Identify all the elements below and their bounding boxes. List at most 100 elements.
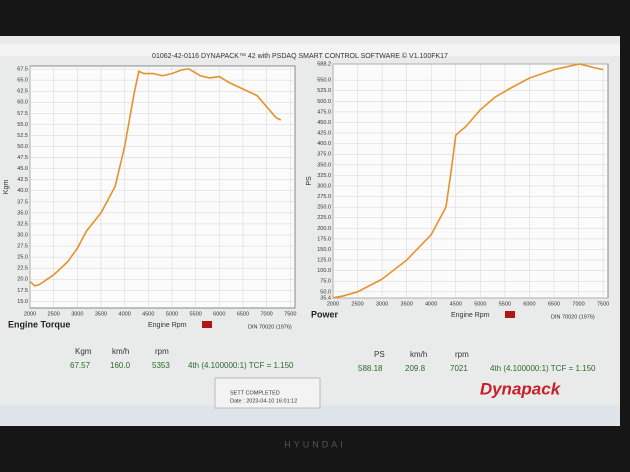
readout-value: 7021 — [450, 364, 468, 373]
x-tick-label: 2500 — [48, 311, 60, 317]
x-tick-label: 4000 — [119, 311, 131, 317]
y-tick-label: 15.0 — [17, 299, 28, 305]
x-tick-label: 3500 — [401, 301, 413, 307]
y-tick-label: 20.0 — [17, 277, 28, 283]
chart-title: Power — [311, 309, 339, 319]
y-tick-label: 55.0 — [17, 122, 28, 128]
status-message: SETT COMPLETED — [230, 390, 280, 396]
y-tick-label: 325.0 — [317, 173, 331, 179]
y-tick-label: 150.0 — [317, 247, 331, 253]
y-tick-label: 27.5 — [17, 244, 28, 250]
standard-label: DIN 70020 (1976) — [248, 324, 292, 330]
y-tick-label: 65.0 — [17, 78, 28, 84]
x-tick-label: 3500 — [95, 311, 107, 317]
x-tick-label: 3000 — [376, 301, 388, 307]
y-tick-label: 67.5 — [17, 67, 28, 73]
x-tick-label: 2500 — [351, 301, 363, 307]
y-axis-title: PS — [306, 176, 313, 186]
x-tick-label: 6500 — [237, 311, 249, 317]
y-tick-label: 550.0 — [317, 78, 331, 84]
readout-header: rpm — [455, 350, 469, 359]
readout-value: 160.0 — [110, 361, 131, 370]
y-tick-label: 100.0 — [317, 268, 331, 274]
x-tick-label: 5500 — [190, 311, 202, 317]
y-tick-label: 175.0 — [317, 236, 331, 242]
x-axis-title: Engine Rpm — [451, 312, 490, 319]
readout-value: 5353 — [152, 361, 170, 370]
status-box — [214, 377, 321, 409]
line — [29, 67, 282, 287]
y-tick-label: 25.0 — [17, 255, 28, 261]
window-title: 01062-42-0116 DYNAPACK™ 42 with PSDAQ SM… — [152, 52, 448, 60]
y-axis-title: Kgm — [3, 180, 10, 195]
y-tick-label: 200.0 — [317, 226, 331, 232]
title-bar — [0, 44, 620, 56]
x-tick-label: 6000 — [523, 301, 535, 307]
y-tick-label: 32.5 — [17, 221, 28, 227]
readout-gear: 4th (4.100000:1) TCF = 1.150 — [490, 364, 596, 373]
y-tick-label: 50.0 — [17, 144, 28, 150]
y-tick-label: 35.4 — [320, 295, 331, 301]
y-tick-label: 75.0 — [320, 279, 331, 285]
x-tick-label: 5000 — [474, 301, 486, 307]
y-tick-label: 588.2 — [317, 61, 331, 67]
chart-title: Engine Torque — [8, 319, 70, 329]
x-tick-label: 7500 — [284, 311, 296, 317]
y-tick-label: 475.0 — [317, 109, 331, 115]
y-tick-label: 275.0 — [317, 194, 331, 200]
y-tick-label: 60.0 — [17, 100, 28, 106]
y-tick-label: 425.0 — [317, 131, 331, 137]
y-tick-label: 42.5 — [17, 177, 28, 183]
x-tick-label: 5500 — [499, 301, 511, 307]
x-tick-label: 6000 — [213, 311, 225, 317]
y-tick-label: 125.0 — [317, 258, 331, 264]
legend-swatch — [202, 321, 212, 328]
y-tick-label: 300.0 — [317, 183, 331, 189]
y-tick-label: 225.0 — [317, 215, 331, 221]
y-tick-label: 375.0 — [317, 152, 331, 158]
y-tick-label: 35.0 — [17, 210, 28, 216]
y-tick-label: 22.5 — [17, 266, 28, 272]
y-tick-label: 57.5 — [17, 111, 28, 117]
y-tick-label: 400.0 — [317, 141, 331, 147]
legend-swatch — [505, 311, 515, 318]
x-tick-label: 4500 — [142, 311, 154, 317]
y-tick-label: 62.5 — [17, 89, 28, 95]
x-tick-label: 2000 — [24, 311, 36, 317]
standard-label: DIN 70020 (1976) — [551, 314, 595, 320]
status-date: Date : 2023-04-10 16:01:12 — [230, 398, 297, 404]
y-tick-label: 17.5 — [17, 288, 28, 294]
x-tick-label: 4500 — [450, 301, 462, 307]
y-tick-label: 50.0 — [320, 289, 331, 295]
x-tick-label: 2000 — [327, 301, 339, 307]
y-tick-label: 45.0 — [17, 166, 28, 172]
readout-value: 209.8 — [405, 364, 426, 373]
x-tick-label: 7500 — [597, 301, 609, 307]
y-tick-label: 52.5 — [17, 133, 28, 139]
readout-header: km/h — [112, 347, 129, 356]
y-tick-label: 500.0 — [317, 99, 331, 105]
y-tick-label: 525.0 — [317, 88, 331, 94]
monitor-brand: HYUNDAI — [284, 439, 346, 449]
x-tick-label: 7000 — [572, 301, 584, 307]
charts: 15.0 17.5 20.0 22.5 25.0 27.5 30.0 32.5 35.0 37.5… — [3, 61, 609, 330]
y-tick-label: 47.5 — [17, 155, 28, 161]
readout-gear: 4th (4.100000:1) TCF = 1.150 — [188, 361, 294, 370]
readout-value: 588.18 — [358, 364, 383, 373]
x-tick-label: 7000 — [260, 311, 272, 317]
readout-header: km/h — [410, 350, 427, 359]
y-tick-label: 450.0 — [317, 120, 331, 126]
y-tick-label: 250.0 — [317, 205, 331, 211]
y-tick-label: 350.0 — [317, 162, 331, 168]
x-tick-label: 4000 — [425, 301, 437, 307]
plot-area — [332, 63, 609, 299]
x-tick-label: 3000 — [71, 311, 83, 317]
x-tick-label: 5000 — [166, 311, 178, 317]
logo: Dynapack — [480, 379, 562, 398]
readout-header: rpm — [155, 347, 169, 356]
readout-header: PS — [374, 350, 385, 359]
y-tick-label: 40.0 — [17, 188, 28, 194]
readout-header: Kgm — [75, 347, 92, 356]
readout-value: 67.57 — [70, 361, 91, 370]
